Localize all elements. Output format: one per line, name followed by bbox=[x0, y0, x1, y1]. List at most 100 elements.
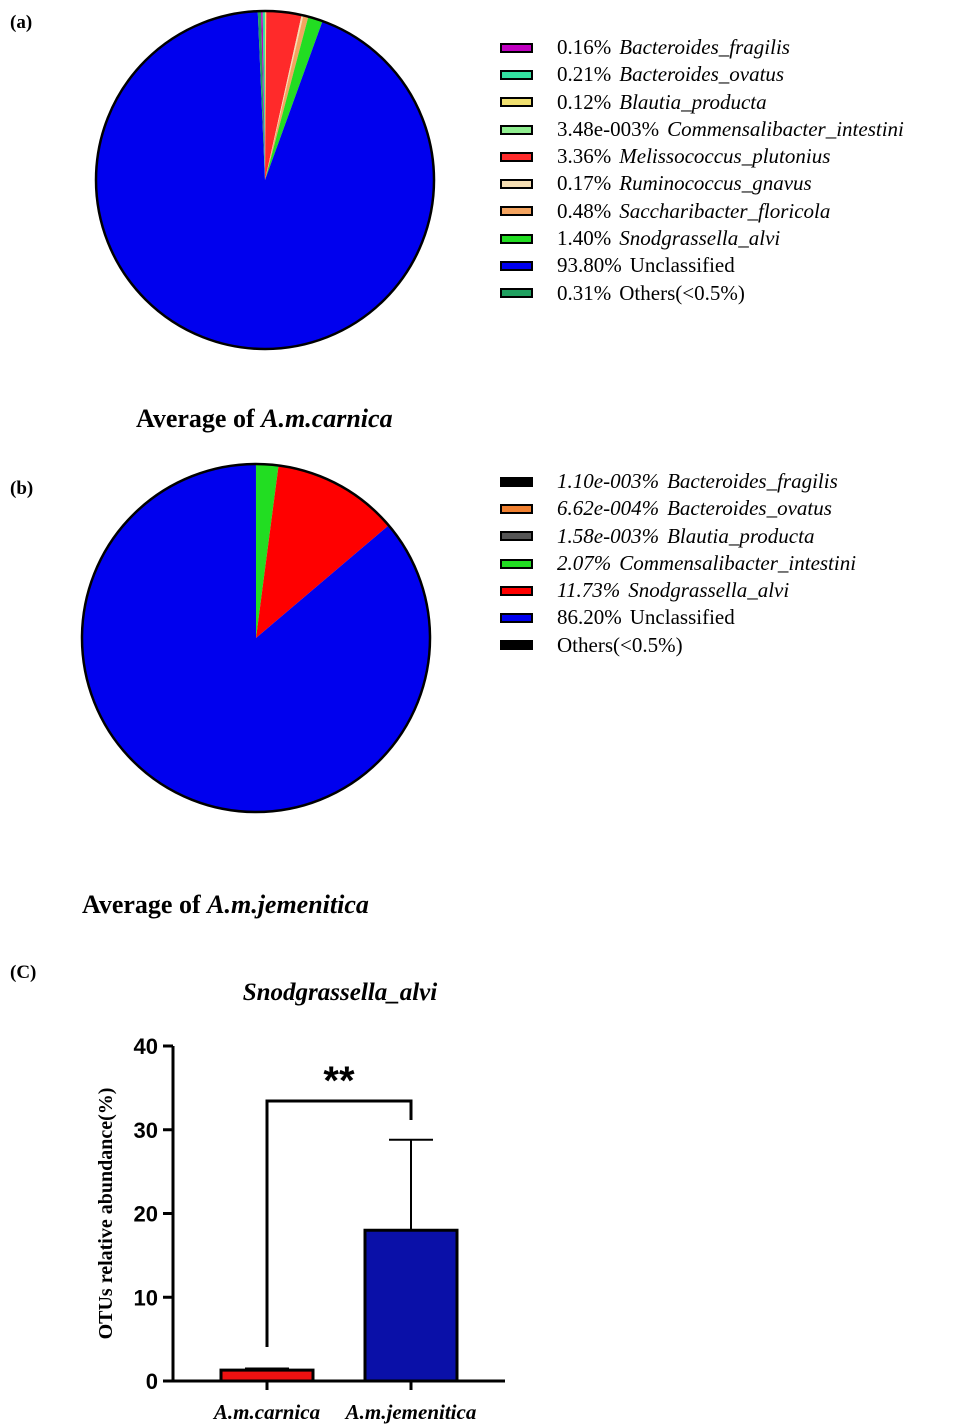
x-tick-label: A.m.carnica bbox=[212, 1400, 320, 1424]
legend-label: Bacteroides_ovatus bbox=[667, 496, 832, 521]
y-tick-label: 40 bbox=[134, 1034, 158, 1059]
legend-label: Others(<0.5%) bbox=[557, 632, 683, 657]
pie-title-prefix: Average of bbox=[82, 890, 208, 919]
legend-label: Others(<0.5%) bbox=[619, 280, 745, 305]
legend-item: 3.48e-003% Commensalibacter_intestini bbox=[500, 116, 904, 143]
legend-swatch bbox=[500, 151, 533, 162]
y-axis-label: OTUs relative abundance(%) bbox=[95, 1088, 117, 1340]
pie-outline bbox=[80, 462, 432, 814]
pie-slice-ruminococcus-gnavus bbox=[265, 15, 304, 180]
legend-item: 0.12% Blautia_producta bbox=[500, 89, 904, 116]
panel-label-b: (b) bbox=[10, 478, 34, 499]
legend-carnica: 0.16% Bacteroides_fragilis 0.21% Bacteroide… bbox=[500, 34, 904, 307]
legend-item: 1.40% Snodgrassella_alvi bbox=[500, 225, 904, 252]
pie-title-prefix: Average of bbox=[136, 404, 262, 433]
legend-label: Blautia_producta bbox=[667, 523, 815, 548]
legend-jemenitica: 1.10e-003% Bacteroides_fragilis 6.62e-004%… bbox=[500, 468, 856, 659]
pie-slice-others-0-5- bbox=[257, 11, 265, 180]
panel-label-a: (a) bbox=[10, 12, 33, 33]
legend-swatch bbox=[500, 69, 533, 80]
pie-slice-snodgrassella-alvi bbox=[265, 16, 323, 181]
legend-percent: 93.80% bbox=[557, 253, 622, 278]
legend-item: 0.48% Saccharibacter_floricola bbox=[500, 198, 904, 225]
significance-bracket bbox=[265, 1099, 413, 1347]
legend-item: 2.07% Commensalibacter_intestini bbox=[500, 550, 856, 577]
legend-item: 6.62e-004% Bacteroides_ovatus bbox=[500, 495, 856, 522]
pie-chart-carnica bbox=[94, 9, 436, 351]
legend-label: Melissococcus_plutonius bbox=[619, 144, 831, 169]
legend-percent: 86.20% bbox=[557, 605, 622, 630]
legend-percent: 3.48e-003% bbox=[557, 116, 660, 141]
y-tick-label: 10 bbox=[134, 1285, 158, 1310]
legend-swatch bbox=[500, 288, 533, 299]
legend-swatch bbox=[500, 531, 533, 542]
y-tick-label: 0 bbox=[146, 1369, 158, 1394]
legend-swatch bbox=[500, 640, 533, 651]
legend-label: Snodgrassella_alvi bbox=[628, 578, 790, 603]
legend-swatch bbox=[500, 476, 533, 487]
legend-label: Bacteroides_fragilis bbox=[667, 469, 838, 493]
pie-slice-blautia-producta bbox=[265, 11, 267, 180]
pie-title-jemenitica: Average of A.m.jemenitica bbox=[82, 890, 369, 920]
legend-percent: 0.17% bbox=[557, 171, 612, 196]
legend-percent: 3.36% bbox=[557, 144, 612, 169]
legend-swatch bbox=[500, 179, 533, 190]
pie-chart-jemenitica bbox=[80, 462, 432, 814]
bar-a-m-carnica bbox=[219, 1368, 315, 1383]
legend-swatch bbox=[500, 503, 533, 514]
legend-label: Blautia_producta bbox=[619, 89, 767, 114]
significance-label: ** bbox=[323, 1059, 355, 1103]
legend-percent: 0.31% bbox=[557, 280, 612, 305]
pie-slice-saccharibacter-floricola bbox=[265, 15, 309, 180]
legend-percent: 2.07% bbox=[557, 550, 612, 575]
legend-label: Unclassified bbox=[629, 253, 735, 278]
legend-item: 86.20% Unclassified bbox=[500, 604, 856, 631]
legend-percent: 11.73% bbox=[557, 578, 621, 603]
legend-swatch bbox=[500, 233, 533, 244]
legend-item: Others(<0.5%) bbox=[500, 632, 856, 659]
bar-chart-snodgrassella: Snodgrassella_alvi OTUs relative abundanc… bbox=[95, 979, 505, 1424]
legend-swatch bbox=[500, 206, 533, 217]
legend-swatch bbox=[500, 42, 533, 53]
legend-item: 11.73% Snodgrassella_alvi bbox=[500, 577, 856, 604]
legend-percent: 1.10e-003% bbox=[557, 469, 660, 493]
legend-swatch bbox=[500, 124, 533, 135]
legend-label: Bacteroides_fragilis bbox=[619, 35, 790, 59]
pie-slice-unclassified bbox=[82, 464, 430, 812]
pie-slice-unclassified bbox=[96, 11, 435, 350]
legend-percent: 1.58e-003% bbox=[557, 523, 660, 548]
pie-title-name: A.m.carnica bbox=[261, 404, 393, 433]
legend-swatch bbox=[500, 585, 533, 596]
legend-item: 0.31% Others(<0.5%) bbox=[500, 280, 904, 307]
pie-title-name: A.m.jemenitica bbox=[207, 890, 369, 919]
legend-percent: 0.16% bbox=[557, 35, 612, 59]
legend-item: 3.36% Melissococcus_plutonius bbox=[500, 143, 904, 170]
legend-percent: 1.40% bbox=[557, 226, 612, 251]
legend-swatch bbox=[500, 613, 533, 624]
panel-label-c: (C) bbox=[10, 962, 37, 983]
pie-outline bbox=[94, 9, 436, 351]
legend-item: 0.17% Ruminococcus_gnavus bbox=[500, 170, 904, 197]
legend-label: Bacteroides_ovatus bbox=[619, 62, 785, 87]
bar-chart-title: Snodgrassella_alvi bbox=[243, 979, 438, 1006]
pie-title-carnica: Average of A.m.carnica bbox=[136, 404, 393, 434]
legend-item: 93.80% Unclassified bbox=[500, 252, 904, 279]
pie-slice-snodgrassella-alvi bbox=[256, 465, 389, 638]
legend-percent: 0.21% bbox=[557, 62, 612, 87]
legend-percent: 0.48% bbox=[557, 198, 612, 223]
legend-swatch bbox=[500, 558, 533, 569]
x-tick-label: A.m.jemenitica bbox=[344, 1400, 477, 1424]
y-tick-label: 20 bbox=[134, 1202, 158, 1227]
legend-item: 0.21% Bacteroides_ovatus bbox=[500, 61, 904, 88]
legend-percent: 0.12% bbox=[557, 89, 612, 114]
legend-item: 1.58e-003% Blautia_producta bbox=[500, 523, 856, 550]
y-tick-label: 30 bbox=[134, 1118, 158, 1143]
legend-label: Snodgrassella_alvi bbox=[619, 226, 781, 251]
pie-slice-bacteroides-ovatus bbox=[262, 11, 265, 181]
legend-label: Commensalibacter_intestini bbox=[667, 116, 904, 141]
bar-a-m-jemenitica bbox=[363, 1228, 459, 1383]
legend-label: Commensalibacter_intestini bbox=[619, 550, 857, 575]
legend-swatch bbox=[500, 97, 533, 108]
legend-item: 0.16% Bacteroides_fragilis bbox=[500, 34, 904, 61]
legend-label: Ruminococcus_gnavus bbox=[619, 171, 812, 196]
